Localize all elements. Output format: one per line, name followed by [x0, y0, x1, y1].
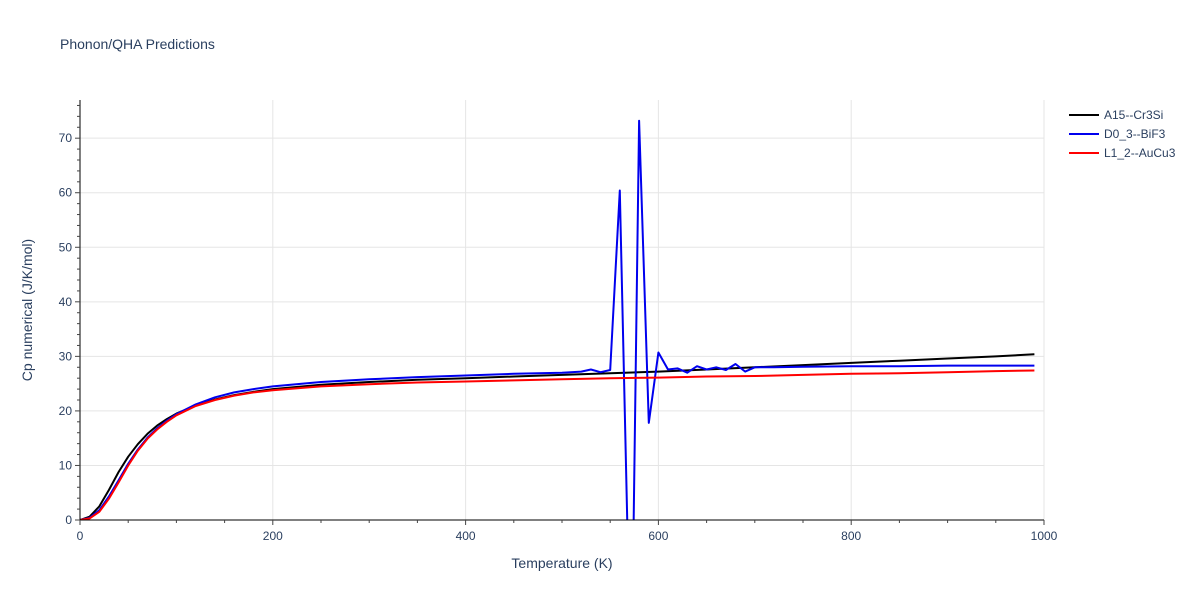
y-tick-label: 50	[59, 240, 73, 254]
series-layer	[80, 119, 1035, 520]
legend-label: A15--Cr3Si	[1104, 108, 1163, 122]
axes: 0 200 400 600 800 1000 0 10 20 30 40 50 60 70	[59, 100, 1058, 543]
x-tick-label: 1000	[1031, 529, 1058, 543]
legend-label: L1_2--AuCu3	[1104, 146, 1176, 160]
y-tick-label: 70	[59, 131, 73, 145]
x-axis-label: Temperature (K)	[511, 555, 612, 571]
series-line-a15-cr3si	[80, 353, 1035, 520]
x-tick-label: 600	[648, 529, 668, 543]
series-line-l1-2-aucu3	[80, 369, 1035, 520]
x-tick-label: 800	[841, 529, 861, 543]
x-tick-label: 0	[77, 529, 84, 543]
legend-item[interactable]: D0_3--BiF3	[1069, 127, 1166, 141]
grid	[80, 100, 1045, 520]
y-tick-label: 20	[59, 404, 73, 418]
y-tick-label: 10	[59, 458, 73, 472]
y-tick-label: 0	[65, 513, 72, 527]
y-tick-label: 30	[59, 349, 73, 363]
y-axis-label: Cp numerical (J/K/mol)	[19, 239, 35, 381]
chart-title: Phonon/QHA Predictions	[60, 36, 215, 52]
legend-label: D0_3--BiF3	[1104, 127, 1166, 141]
y-tick-label: 40	[59, 295, 73, 309]
x-tick-label: 400	[456, 529, 476, 543]
legend-item[interactable]: L1_2--AuCu3	[1069, 146, 1176, 160]
legend-item[interactable]: A15--Cr3Si	[1069, 108, 1163, 122]
series-line-d0-3-bif3	[80, 119, 1035, 520]
x-tick-label: 200	[263, 529, 283, 543]
y-tick-label: 60	[59, 186, 73, 200]
legend[interactable]: A15--Cr3Si D0_3--BiF3 L1_2--AuCu3	[1069, 108, 1176, 160]
